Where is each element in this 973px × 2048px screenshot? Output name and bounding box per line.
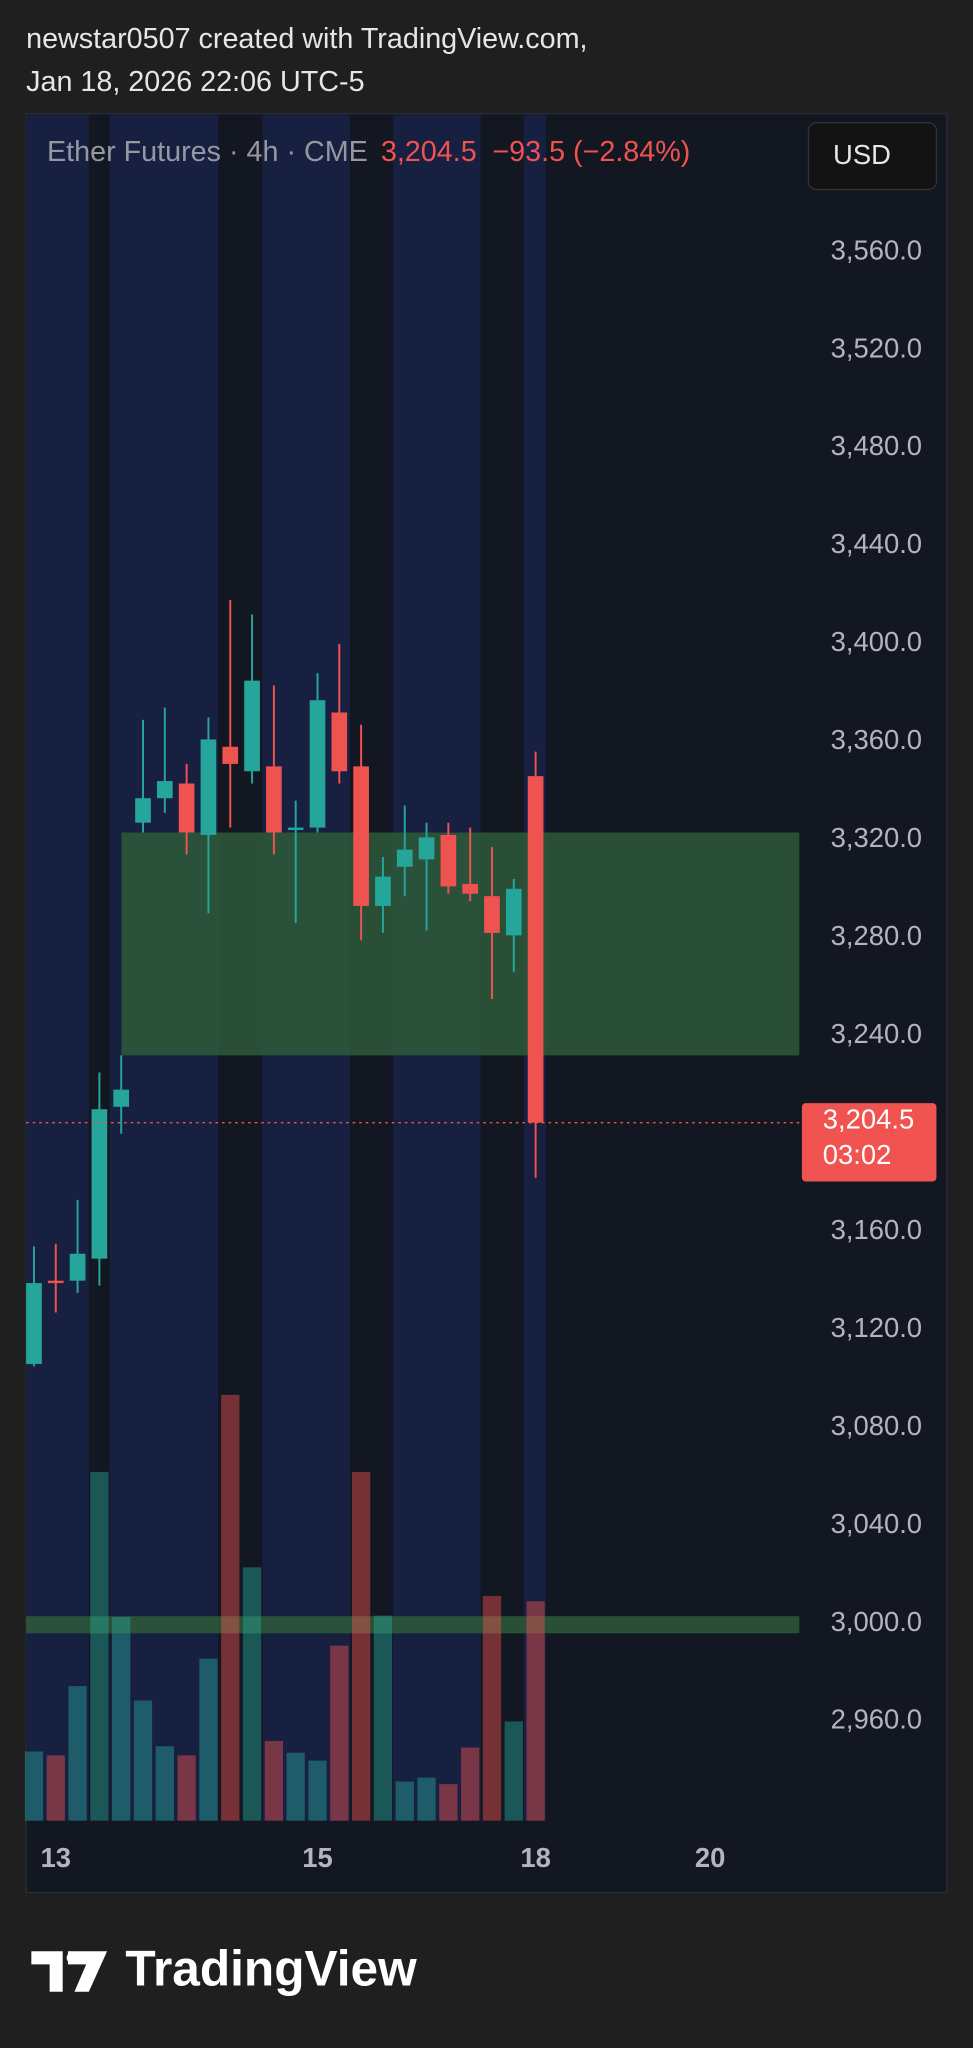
candle-body	[505, 888, 522, 936]
y-tick-label: 3,040.0	[831, 1508, 922, 1539]
volume-bar	[90, 1471, 109, 1821]
y-tick-label: 3,080.0	[831, 1410, 922, 1441]
candle-body	[47, 1280, 64, 1284]
volume-bar	[417, 1777, 436, 1821]
candle-body	[353, 766, 369, 906]
volume-bar	[242, 1567, 262, 1821]
candle-body	[287, 827, 304, 831]
volume-bar	[395, 1781, 414, 1821]
volume-bar	[351, 1471, 371, 1821]
volume-bar	[155, 1746, 174, 1821]
candle-body	[266, 766, 282, 833]
candle-body	[396, 849, 413, 867]
candle-body	[156, 781, 173, 799]
session-band	[26, 114, 89, 1821]
price: 3,204.5	[381, 135, 477, 167]
candle-body	[331, 712, 348, 772]
candle-body	[200, 739, 217, 835]
volume-bar	[133, 1700, 153, 1821]
candle-body	[91, 1109, 108, 1259]
zone	[121, 832, 800, 1056]
y-tick-label: 3,240.0	[831, 1018, 922, 1049]
volume-bar	[177, 1755, 196, 1821]
zone	[26, 1616, 800, 1634]
volume-bar	[526, 1601, 545, 1821]
y-tick-label: 3,280.0	[831, 920, 922, 951]
logo-dot	[66, 1952, 78, 1964]
x-tick-label: 20	[695, 1842, 725, 1873]
x-tick-label: 18	[520, 1842, 550, 1873]
volume-bar	[461, 1747, 480, 1821]
y-tick-label: 3,560.0	[831, 234, 922, 265]
candle-body	[440, 834, 457, 887]
volume-bar	[308, 1760, 327, 1821]
y-tick-label: 3,160.0	[831, 1214, 922, 1245]
volume-bar	[504, 1721, 523, 1821]
volume-bar	[264, 1741, 284, 1821]
candle-body	[462, 883, 479, 894]
y-tick-label: 3,440.0	[831, 528, 922, 559]
volume-bar	[112, 1616, 131, 1821]
candle-body	[527, 776, 544, 1123]
y-tick-label: 3,360.0	[831, 724, 922, 755]
candle-body	[135, 798, 151, 823]
candle-body	[309, 700, 326, 828]
symbol: Ether Futures · 4h · CME	[47, 135, 368, 167]
y-tick-label: 3,000.0	[831, 1606, 922, 1637]
candle-body	[178, 783, 195, 833]
volume-bar	[439, 1784, 458, 1821]
candle-body	[69, 1253, 86, 1281]
y-tick-label: 3,480.0	[831, 430, 922, 461]
candle-body	[244, 680, 260, 772]
currency[interactable]: USD	[833, 139, 891, 170]
attribution: newstar0507 created with TradingView.com…	[26, 23, 587, 55]
volume-bar	[482, 1596, 502, 1821]
volume-bar	[373, 1615, 393, 1821]
volume-bar	[24, 1751, 44, 1821]
change: −93.5 (−2.84%)	[492, 135, 690, 167]
y-tick-label: 3,320.0	[831, 822, 922, 853]
candle-body	[375, 876, 391, 906]
y-tick-label: 3,120.0	[831, 1312, 922, 1343]
countdown: 03:02	[823, 1139, 892, 1170]
candle-body	[26, 1283, 42, 1364]
last-price-label: 3,204.5	[823, 1104, 914, 1135]
plot: 3,560.0 3,520.0 3,480.0 3,440.0 3,400.0 3,360…	[24, 234, 937, 1873]
volume-bar	[221, 1394, 240, 1821]
x-tick-label: 15	[302, 1842, 332, 1873]
attribution-date: Jan 18, 2026 22:06 UTC-5	[26, 66, 364, 98]
candle-body	[484, 896, 500, 933]
y-tick-label: 3,400.0	[831, 626, 922, 657]
y-tick-label: 2,960.0	[831, 1704, 922, 1735]
currency-button[interactable]	[807, 122, 938, 191]
volume-bar	[46, 1755, 65, 1821]
last-price-box	[801, 1103, 937, 1182]
legend: Ether Futures · 4h · CME 3,204.5 −93.5 (−2…	[47, 135, 690, 167]
candle-body	[222, 746, 239, 764]
logo: TradingView	[31, 1940, 417, 1996]
x-tick-label: 13	[41, 1842, 71, 1873]
brand: TradingView	[125, 1940, 417, 1996]
volume-bar	[68, 1686, 87, 1821]
logo-mark	[31, 1951, 108, 1992]
candle-body	[418, 837, 435, 860]
volume-bar	[286, 1752, 305, 1821]
volume-bar	[330, 1645, 349, 1821]
y-tick-label: 3,520.0	[831, 332, 922, 363]
candle-body	[113, 1089, 130, 1107]
volume-bar	[199, 1658, 218, 1821]
